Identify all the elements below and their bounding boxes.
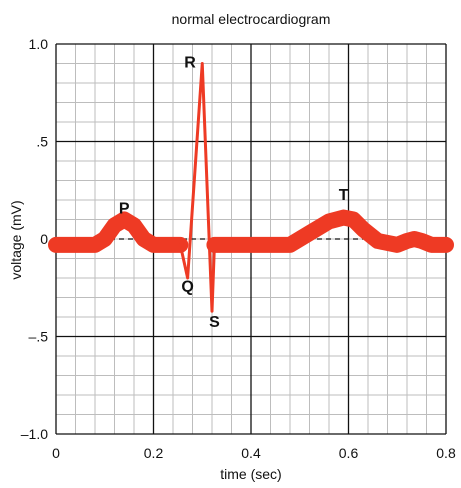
trace-thick-segment <box>48 211 189 253</box>
x-tick-label: 0.4 <box>241 445 261 461</box>
wave-label-p: P <box>119 201 130 218</box>
y-tick-label: –.5 <box>29 329 49 345</box>
trace-thick-segment <box>206 209 454 253</box>
y-axis-label: voltage (mV) <box>8 200 24 279</box>
wave-label-s: S <box>209 314 220 331</box>
x-tick-label: 0.6 <box>339 445 359 461</box>
x-axis-label: time (sec) <box>220 466 281 482</box>
x-tick-label: 0 <box>52 445 60 461</box>
y-tick-label: –1.0 <box>21 426 48 442</box>
wave-label-q: Q <box>181 279 193 296</box>
wave-labels: P Q R S T <box>119 54 349 330</box>
ecg-trace <box>48 62 454 313</box>
wave-label-t: T <box>339 187 349 204</box>
y-tick-label: 1.0 <box>29 36 49 52</box>
x-tick-label: 0.2 <box>144 445 164 461</box>
wave-label-r: R <box>184 54 196 71</box>
trace-qrs-complex <box>178 62 216 313</box>
y-tick-label: .5 <box>36 134 48 150</box>
y-tick-label: 0 <box>40 231 48 247</box>
tick-labels: 0 0.2 0.4 0.6 0.8 1.0 .5 0 –.5 –1.0 <box>21 36 456 461</box>
chart-title: normal electrocardiogram <box>172 11 331 27</box>
x-tick-label: 0.8 <box>436 445 456 461</box>
